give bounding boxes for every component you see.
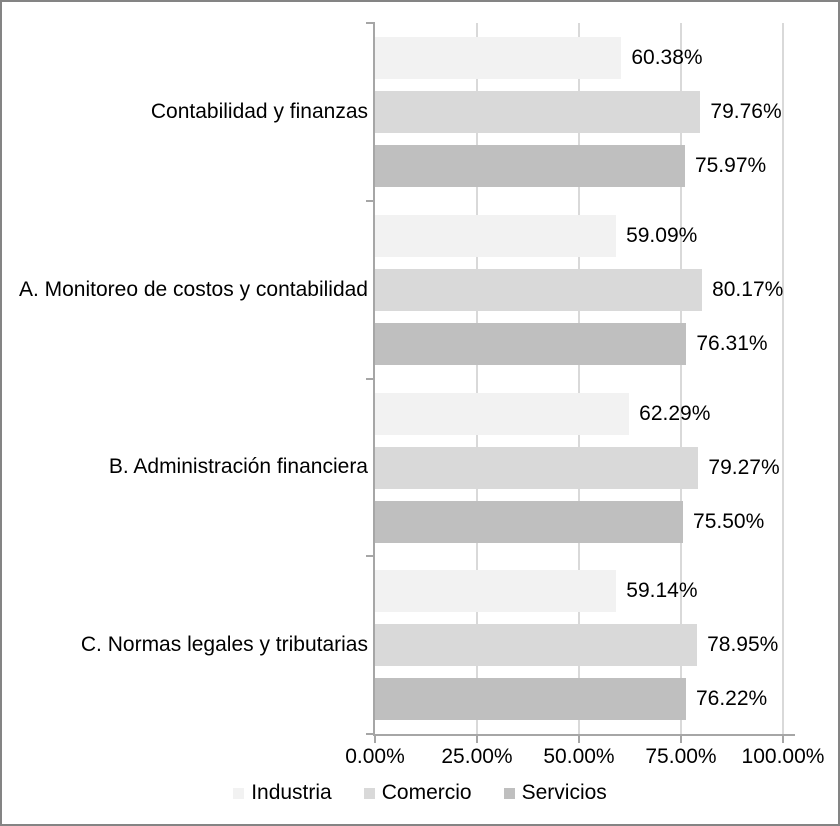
category-label: A. Monitoreo de costos y contabilidad — [18, 277, 368, 301]
legend-label: Servicios — [521, 781, 607, 804]
value-label: 78.95% — [707, 633, 779, 657]
x-axis-tick — [374, 734, 376, 743]
legend-swatch-icon — [503, 787, 515, 799]
y-axis-tick — [366, 199, 375, 202]
legend-label: Industria — [251, 781, 332, 804]
gridline — [578, 23, 580, 734]
legend-swatch-icon — [363, 787, 375, 799]
bar-industria-3 — [375, 570, 617, 613]
legend-swatch-icon — [233, 787, 245, 799]
value-label: 76.22% — [695, 687, 768, 711]
x-axis-tick — [782, 734, 784, 743]
x-axis-line — [373, 734, 795, 736]
legend: Industria Comercio Servicios — [2, 778, 838, 808]
x-axis-tick-label: 0.00% — [345, 745, 405, 768]
x-axis-tick — [680, 734, 682, 743]
value-label: 79.27% — [708, 455, 780, 479]
legend-label: Comercio — [381, 781, 472, 804]
category-label: B. Administración financiera — [108, 455, 368, 479]
bar-industria-2 — [375, 392, 630, 435]
x-axis-tick-label: 50.00% — [543, 745, 615, 768]
x-axis-tick-label: 25.00% — [441, 745, 513, 768]
y-axis-tick — [366, 733, 375, 735]
bar-servicios-0 — [375, 145, 685, 187]
value-label: 59.09% — [626, 223, 698, 247]
value-label: 79.76% — [710, 100, 782, 123]
bar-servicios-3 — [375, 678, 686, 721]
value-label: 80.17% — [712, 277, 784, 301]
y-axis-tick — [366, 22, 375, 24]
value-label: 59.14% — [626, 579, 698, 603]
y-axis-line — [373, 23, 375, 736]
x-axis-tick — [578, 734, 580, 743]
y-axis-tick — [366, 377, 375, 380]
x-axis-tick-label: 75.00% — [645, 745, 717, 768]
x-axis-tick-label: 100.00% — [741, 745, 825, 768]
value-label: 76.31% — [696, 331, 768, 355]
value-label: 75.97% — [694, 154, 767, 177]
legend-item-comercio: Comercio — [363, 781, 472, 805]
bar-industria-1 — [375, 214, 617, 257]
value-label: 75.50% — [693, 509, 765, 533]
bar-comercio-3 — [375, 624, 698, 667]
bar-servicios-2 — [375, 500, 684, 543]
category-label: Contabilidad y finanzas — [150, 99, 368, 123]
y-axis-tick — [366, 555, 375, 558]
value-label: 62.29% — [639, 401, 711, 425]
legend-item-industria: Industria — [233, 781, 332, 805]
value-label: 60.38% — [631, 46, 703, 69]
gridline — [782, 23, 784, 734]
bar-servicios-1 — [375, 322, 687, 365]
gridline — [680, 23, 682, 734]
x-axis-tick — [476, 734, 478, 743]
bar-comercio-0 — [375, 91, 701, 133]
bar-industria-0 — [375, 37, 622, 79]
gridline — [476, 23, 478, 734]
category-label: C. Normas legales y tributarias — [80, 633, 368, 657]
legend-item-servicios: Servicios — [503, 781, 607, 805]
bar-comercio-1 — [375, 268, 703, 311]
bar-comercio-2 — [375, 446, 699, 489]
